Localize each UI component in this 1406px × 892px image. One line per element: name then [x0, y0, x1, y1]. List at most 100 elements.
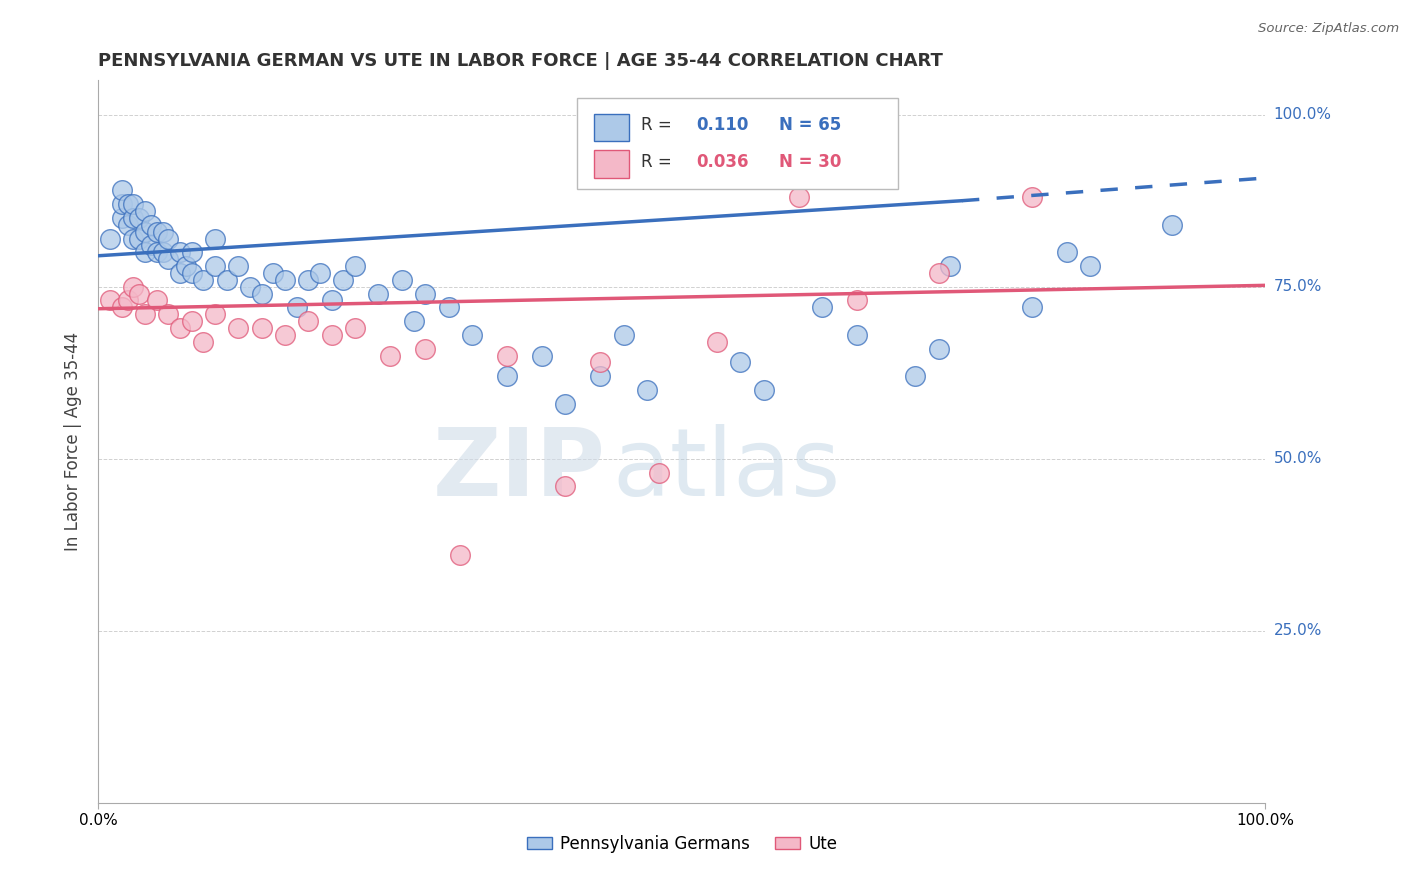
Point	[752, 383, 775, 397]
Point	[437, 301, 460, 315]
Point	[98, 231, 121, 245]
Point	[157, 307, 180, 321]
Point	[169, 321, 191, 335]
Point	[647, 466, 669, 480]
Point	[1056, 245, 1078, 260]
Point	[461, 327, 484, 342]
Point	[554, 479, 576, 493]
Point	[157, 252, 180, 267]
Point	[380, 349, 402, 363]
Point	[128, 231, 150, 245]
Point	[262, 266, 284, 280]
Point	[111, 197, 134, 211]
Point	[98, 293, 121, 308]
Point	[146, 245, 169, 260]
Point	[111, 301, 134, 315]
Point	[939, 259, 962, 273]
Point	[128, 286, 150, 301]
Point	[496, 349, 519, 363]
Point	[122, 231, 145, 245]
Point	[332, 273, 354, 287]
Point	[128, 211, 150, 225]
Point	[846, 327, 869, 342]
Point	[285, 301, 308, 315]
Point	[904, 369, 927, 384]
Point	[122, 197, 145, 211]
Point	[204, 259, 226, 273]
Text: PENNSYLVANIA GERMAN VS UTE IN LABOR FORCE | AGE 35-44 CORRELATION CHART: PENNSYLVANIA GERMAN VS UTE IN LABOR FORC…	[98, 53, 943, 70]
Point	[111, 183, 134, 197]
Legend: Pennsylvania Germans, Ute: Pennsylvania Germans, Ute	[520, 828, 844, 860]
Point	[228, 259, 250, 273]
Point	[730, 355, 752, 369]
Point	[139, 238, 162, 252]
Text: 25.0%: 25.0%	[1274, 624, 1322, 639]
Point	[134, 204, 156, 219]
Point	[122, 279, 145, 293]
Text: 0.110: 0.110	[696, 116, 748, 134]
Point	[250, 286, 273, 301]
Point	[413, 342, 436, 356]
Point	[589, 355, 612, 369]
Point	[391, 273, 413, 287]
Point	[152, 225, 174, 239]
Text: Source: ZipAtlas.com: Source: ZipAtlas.com	[1258, 22, 1399, 36]
FancyBboxPatch shape	[595, 113, 630, 141]
Point	[1080, 259, 1102, 273]
Point	[496, 369, 519, 384]
Point	[117, 218, 139, 232]
Point	[215, 273, 238, 287]
Point	[193, 334, 215, 349]
Point	[1021, 190, 1043, 204]
Point	[174, 259, 197, 273]
Point	[117, 293, 139, 308]
Point	[228, 321, 250, 335]
Point	[152, 245, 174, 260]
Point	[402, 314, 425, 328]
Point	[134, 225, 156, 239]
Point	[367, 286, 389, 301]
Point	[111, 211, 134, 225]
Point	[204, 307, 226, 321]
Text: ZIP: ZIP	[433, 425, 606, 516]
Point	[146, 293, 169, 308]
Point	[344, 321, 367, 335]
Point	[193, 273, 215, 287]
Point	[309, 266, 332, 280]
Point	[811, 301, 834, 315]
Point	[117, 197, 139, 211]
Point	[1161, 218, 1184, 232]
Point	[157, 231, 180, 245]
FancyBboxPatch shape	[576, 98, 898, 189]
Point	[1021, 301, 1043, 315]
Point	[169, 245, 191, 260]
Point	[297, 314, 319, 328]
Point	[180, 245, 202, 260]
Text: R =: R =	[641, 153, 678, 170]
Point	[297, 273, 319, 287]
Point	[613, 327, 636, 342]
Text: N = 30: N = 30	[779, 153, 841, 170]
Point	[344, 259, 367, 273]
Point	[239, 279, 262, 293]
Point	[180, 314, 202, 328]
Text: 75.0%: 75.0%	[1274, 279, 1322, 294]
Point	[180, 266, 202, 280]
Text: 50.0%: 50.0%	[1274, 451, 1322, 467]
Point	[413, 286, 436, 301]
Point	[530, 349, 553, 363]
FancyBboxPatch shape	[595, 150, 630, 178]
Text: R =: R =	[641, 116, 678, 134]
Point	[787, 190, 810, 204]
Text: N = 65: N = 65	[779, 116, 841, 134]
Point	[122, 211, 145, 225]
Point	[250, 321, 273, 335]
Text: atlas: atlas	[612, 425, 841, 516]
Point	[274, 327, 297, 342]
Point	[321, 293, 343, 308]
Point	[846, 293, 869, 308]
Point	[146, 225, 169, 239]
Y-axis label: In Labor Force | Age 35-44: In Labor Force | Age 35-44	[65, 332, 83, 551]
Point	[554, 397, 576, 411]
Point	[134, 307, 156, 321]
